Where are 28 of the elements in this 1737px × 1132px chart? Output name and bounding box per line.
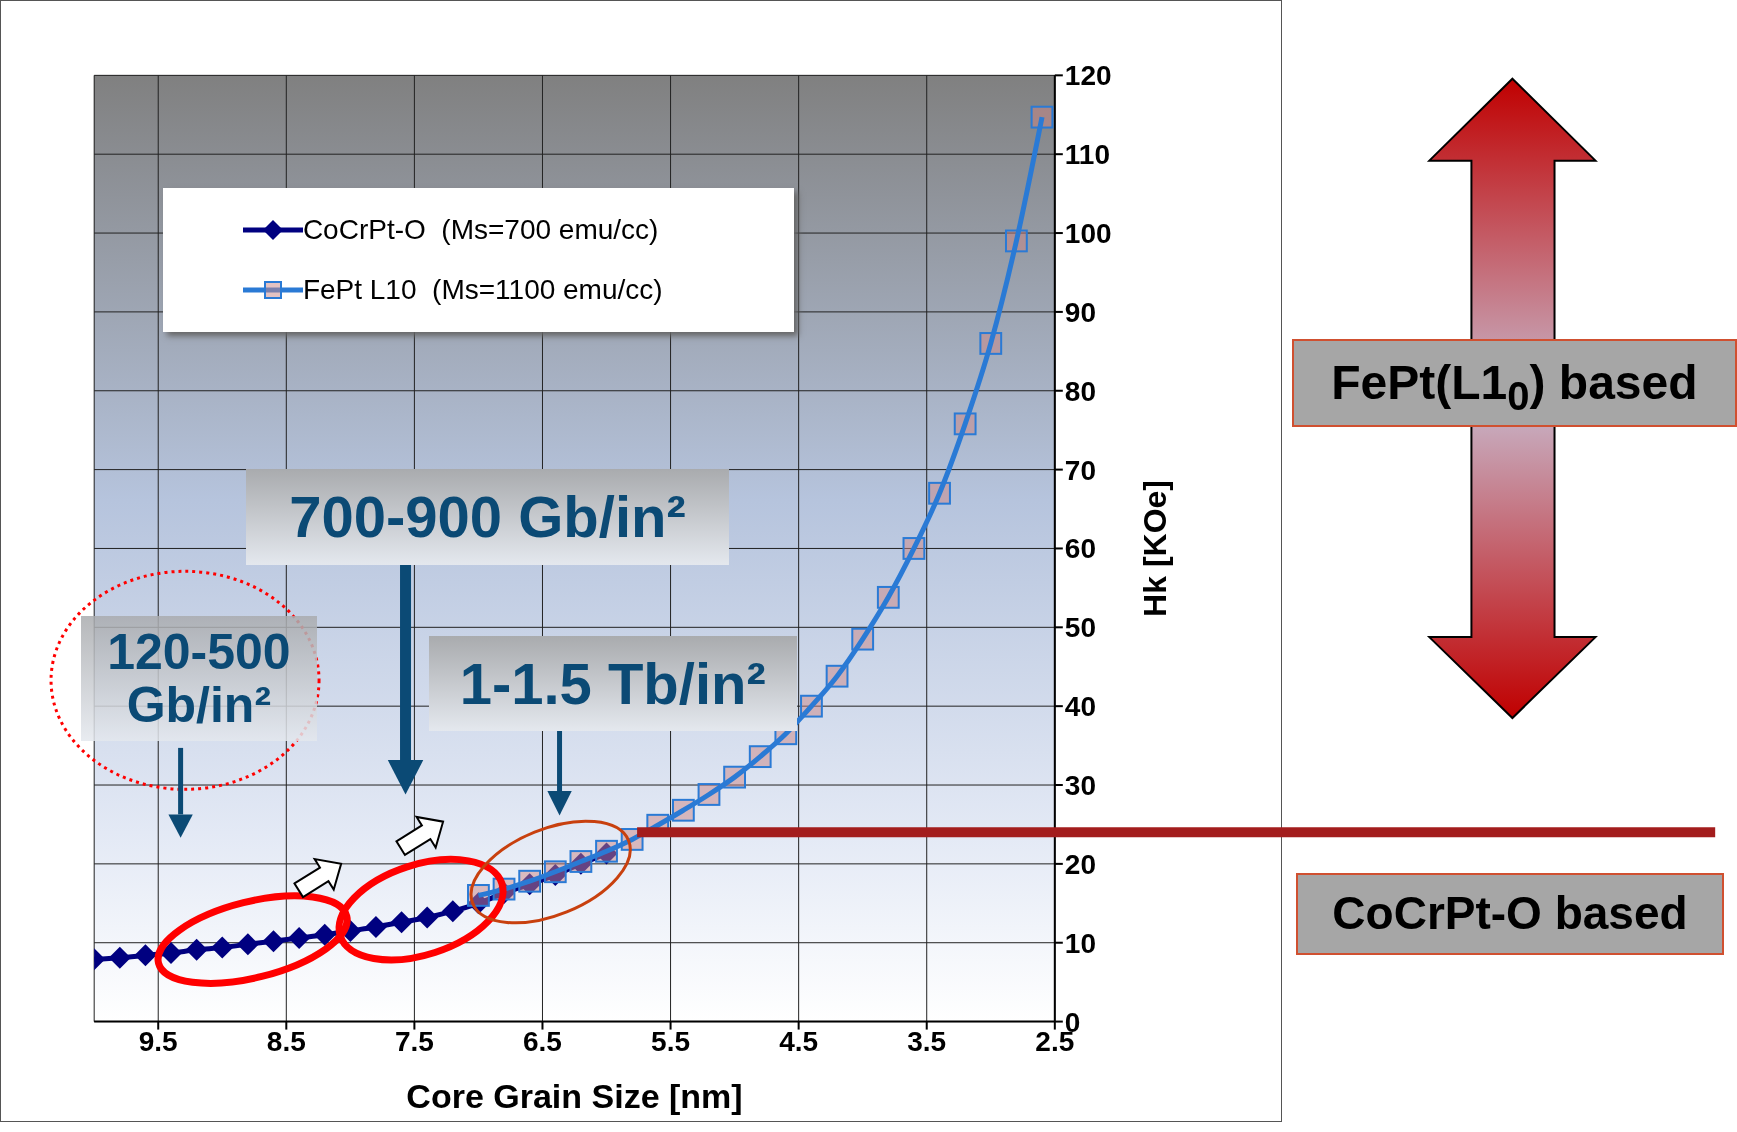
- y-tick-label: 110: [1064, 139, 1110, 171]
- y-tick-label: 10: [1064, 927, 1096, 959]
- x-tick-label: 3.5: [907, 1026, 947, 1058]
- y-tick-label: 100: [1064, 217, 1112, 249]
- annotation: 700-900 Gb/in²: [245, 468, 730, 566]
- x-axis-title: Core Grain Size [nm]: [406, 1076, 743, 1115]
- legend-label: CoCrPt-O (Ms=700 emu/cc): [302, 214, 659, 247]
- x-tick-label: 9.5: [138, 1026, 178, 1058]
- x-tick-label: 8.5: [266, 1026, 306, 1058]
- x-tick-label: 4.5: [779, 1026, 819, 1058]
- text: CoCrPt-O based: [1296, 873, 1724, 955]
- annotation: 120-500 Gb/in²: [80, 616, 317, 742]
- legend-label: FePt L10 (Ms=1100 emu/cc): [302, 274, 663, 307]
- y-tick-label: 120: [1064, 60, 1112, 92]
- y-axis-title: Hk [KOe]: [1137, 480, 1174, 617]
- x-tick-label: 6.5: [523, 1026, 562, 1058]
- y-tick-label: 90: [1064, 296, 1096, 328]
- y-tick-label: 40: [1064, 691, 1096, 723]
- y-tick-label: 50: [1064, 612, 1096, 644]
- y-tick-label: 80: [1064, 375, 1096, 407]
- y-tick-label: 30: [1064, 769, 1096, 801]
- annotation: 1-1.5 Tb/in²: [428, 635, 797, 732]
- y-tick-label: 70: [1064, 454, 1096, 486]
- text: FePt(L1$_{0}$) based: [1291, 339, 1737, 428]
- y-tick-label: 20: [1064, 848, 1096, 880]
- x-tick-label: 5.5: [651, 1026, 691, 1058]
- y-tick-label: 60: [1064, 533, 1096, 565]
- x-tick-label: 7.5: [394, 1026, 434, 1058]
